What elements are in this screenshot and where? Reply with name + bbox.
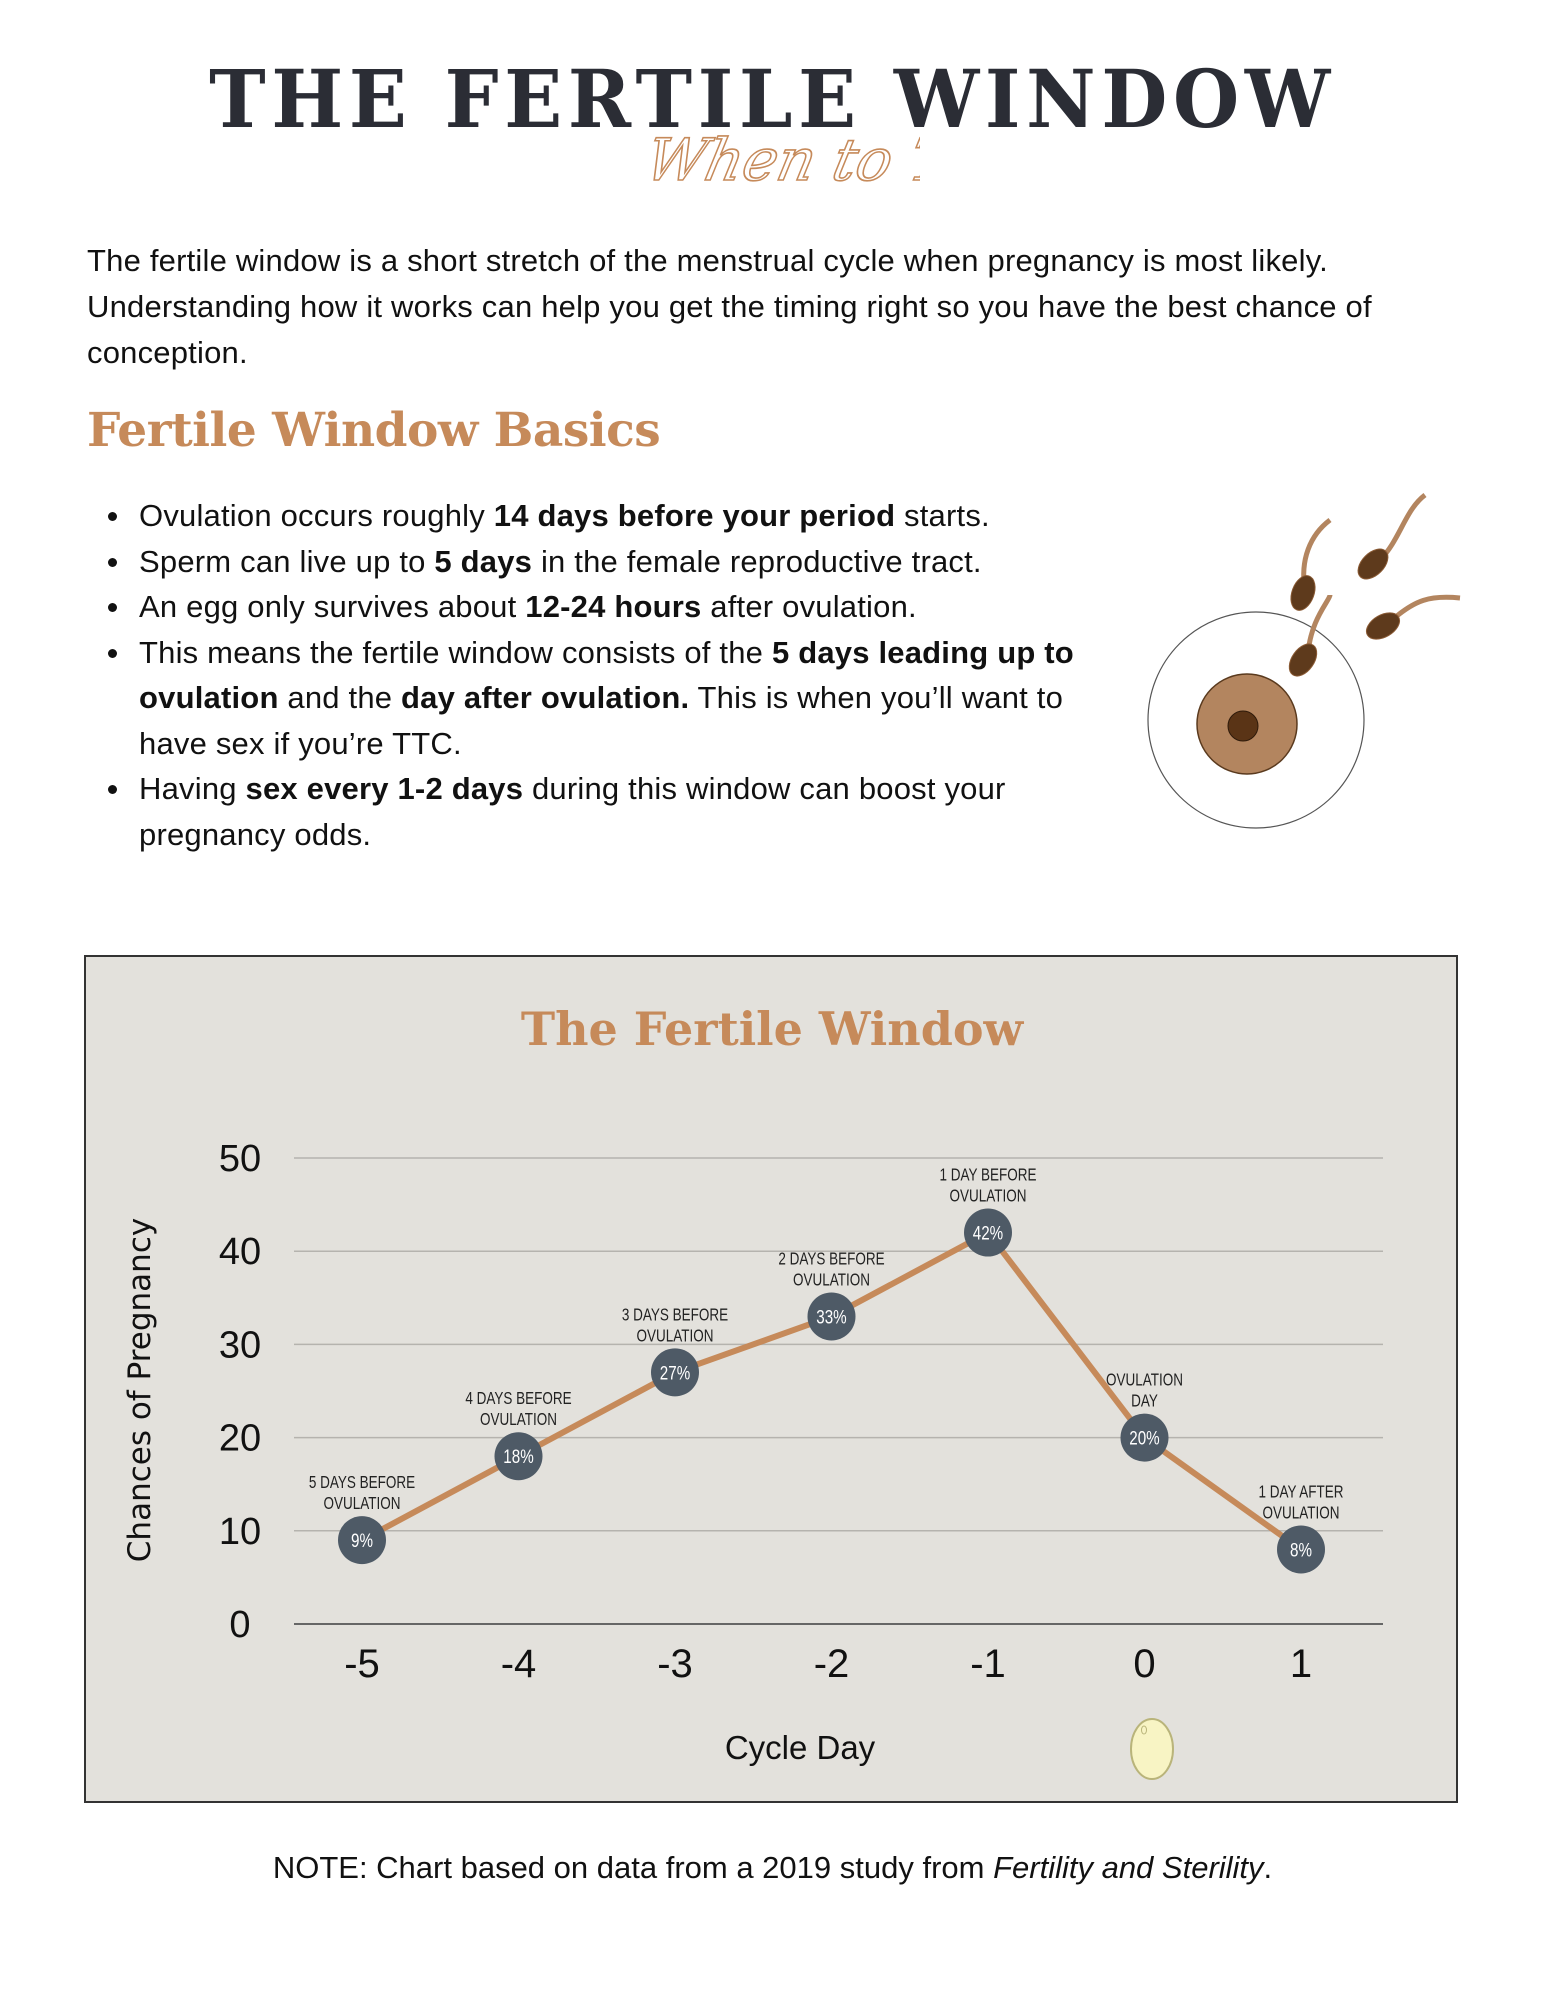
chart-panel: [84, 955, 1458, 1803]
script-subtitle-when-to-try: When to Try: [639, 126, 920, 195]
point-marker: [1120, 1413, 1169, 1462]
list-item: An egg only survives about 12-24 hours a…: [108, 584, 1098, 630]
point-annotation: OVULATION: [637, 1327, 714, 1346]
y-tick-label: 10: [219, 1511, 261, 1553]
x-tick-label: 0: [1133, 1642, 1155, 1686]
y-axis-label: Chances of Pregnancy: [122, 1218, 158, 1562]
data-label: 20%: [1129, 1427, 1159, 1449]
bold-text: sex every 1-2 days: [245, 771, 524, 806]
data-point: 20% OVULATION DAY: [1106, 1371, 1183, 1462]
sperm-and-egg-icon: [1147, 493, 1461, 829]
x-axis-label: Cycle Day: [725, 1729, 876, 1766]
section-title-basics: Fertile Window Basics: [87, 403, 661, 458]
text: An egg only survives about: [139, 589, 526, 624]
point-annotation: 5 DAYS BEFORE: [309, 1473, 415, 1492]
note-prefix: NOTE: Chart based on data from a 2019 st…: [272, 1850, 994, 1885]
point-annotation: OVULATION: [950, 1187, 1027, 1206]
point-marker: [651, 1348, 699, 1397]
list-item: This means the fertile window consists o…: [108, 630, 1098, 767]
data-point: 9% 5 DAYS BEFORE OVULATION: [309, 1473, 415, 1565]
chart-source-note: NOTE: Chart based on data from a 2019 st…: [0, 1850, 1545, 1886]
point-annotation: 4 DAYS BEFORE: [465, 1390, 571, 1409]
list-item: Sperm can live up to 5 days in the femal…: [108, 539, 1098, 585]
y-tick-label: 30: [219, 1324, 261, 1366]
text: Ovulation occurs roughly: [139, 498, 494, 533]
point-annotation: OVULATION: [1263, 1504, 1340, 1523]
point-marker: [807, 1292, 856, 1341]
data-point: 27% 3 DAYS BEFORE OVULATION: [622, 1306, 728, 1397]
bold-text: 12-24 hours: [525, 589, 702, 624]
point-annotation: DAY: [1131, 1392, 1158, 1411]
point-marker: [964, 1208, 1012, 1257]
y-tick-label: 50: [219, 1138, 261, 1180]
x-tick-label: -4: [501, 1642, 537, 1686]
point-annotation: OVULATION: [324, 1494, 401, 1513]
chart-title: The Fertile Window: [521, 1002, 1025, 1056]
point-annotation: OVULATION: [480, 1411, 557, 1430]
bold-text: 5 days leading up to ovulation: [139, 634, 1074, 716]
text: in the female reproductive tract.: [532, 543, 982, 579]
point-annotation: 3 DAYS BEFORE: [622, 1306, 728, 1325]
data-label: 8%: [1290, 1539, 1312, 1561]
note-suffix: .: [1263, 1850, 1273, 1885]
text: Sperm can live up to: [139, 543, 435, 579]
data-point: 18% 4 DAYS BEFORE OVULATION: [465, 1390, 572, 1481]
point-marker: [338, 1516, 386, 1565]
text: This is when you’ll want to have sex if …: [139, 680, 1064, 761]
basics-list: Ovulation occurs roughly 14 days before …: [108, 493, 1098, 857]
bold-text: day after ovulation.: [401, 680, 690, 715]
text: after ovulation.: [701, 589, 917, 624]
data-point: 42% 1 DAY BEFORE OVULATION: [940, 1166, 1037, 1257]
text: Having: [139, 771, 246, 806]
point-marker: [1277, 1525, 1325, 1574]
point-marker: [494, 1432, 543, 1481]
data-label: 9%: [351, 1529, 373, 1551]
script-subtitle-text: When to Try: [640, 127, 920, 194]
x-tick-label: -1: [970, 1642, 1006, 1686]
text: during this window can boost your pregna…: [139, 771, 1006, 852]
bold-text: 14 days before your period: [493, 498, 896, 533]
data-label: 33%: [816, 1306, 846, 1328]
x-tick-label: -2: [814, 1642, 850, 1686]
data-label: 42%: [973, 1222, 1003, 1244]
point-annotation: 1 DAY AFTER: [1259, 1483, 1344, 1502]
text: This means the fertile window consists o…: [139, 634, 772, 670]
point-annotation: 2 DAYS BEFORE: [778, 1250, 884, 1269]
data-point: 8% 1 DAY AFTER OVULATION: [1259, 1483, 1344, 1574]
point-annotation: 1 DAY BEFORE: [940, 1166, 1037, 1185]
y-tick-label: 40: [219, 1231, 261, 1273]
note-source: Fertility and Sterility: [993, 1850, 1264, 1885]
bold-text: 5 days: [434, 543, 533, 579]
x-tick-label: -5: [344, 1642, 380, 1686]
egg-icon: [1130, 1718, 1174, 1780]
x-tick-label: -3: [657, 1642, 693, 1686]
x-tick-label: 1: [1290, 1642, 1312, 1686]
page-title: THE FERTILE WINDOW: [209, 52, 1336, 146]
list-item: Having sex every 1-2 days during this wi…: [108, 766, 1098, 857]
y-tick-label: 20: [219, 1418, 261, 1460]
data-label: 18%: [503, 1446, 533, 1468]
data-label: 27%: [660, 1362, 690, 1384]
text: starts.: [895, 498, 990, 533]
intro-paragraph: The fertile window is a short stretch of…: [87, 243, 1372, 370]
point-annotation: OVULATION: [793, 1271, 870, 1290]
text: and the: [278, 680, 402, 715]
data-point: 33% 2 DAYS BEFORE OVULATION: [778, 1250, 885, 1341]
y-tick-label: 0: [229, 1604, 250, 1646]
list-item: Ovulation occurs roughly 14 days before …: [108, 493, 1098, 539]
point-annotation: OVULATION: [1106, 1371, 1183, 1390]
